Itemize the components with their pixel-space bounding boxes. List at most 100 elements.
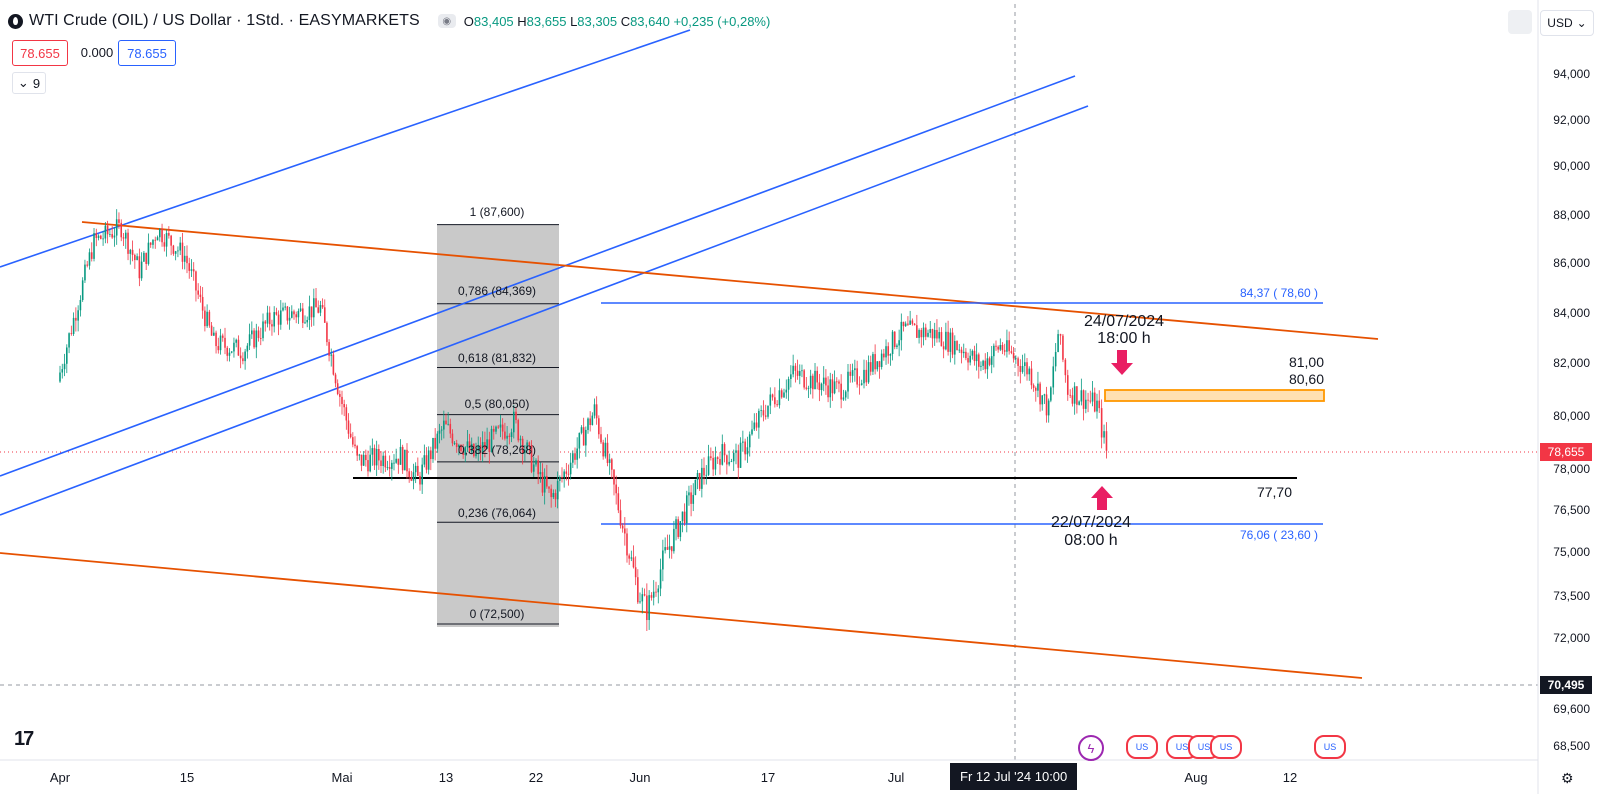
candle-body <box>732 452 735 462</box>
candle-body <box>63 363 66 370</box>
candle-body <box>391 462 393 469</box>
candle-body <box>851 370 854 376</box>
candle-body <box>546 476 548 487</box>
y-tick-label: 73,500 <box>1553 589 1590 603</box>
y-tick-label: 68,500 <box>1553 739 1590 753</box>
candle-body <box>1096 400 1098 412</box>
candle-body <box>86 264 89 266</box>
candle-body <box>497 426 500 428</box>
candle-body <box>528 442 531 446</box>
candle-body <box>965 351 967 359</box>
candle-body <box>275 312 278 315</box>
candle-body <box>436 433 439 449</box>
candle-body <box>962 351 965 354</box>
lower-orange-trendline[interactable] <box>0 552 1363 679</box>
candle-body <box>869 362 872 372</box>
price-axis[interactable]: 94,000 92,000 90,000 88,000 86,000 84,000 82,0… <box>1553 67 1590 753</box>
candle-body <box>349 433 352 438</box>
candle-body <box>710 456 712 458</box>
candle-body <box>308 306 311 320</box>
candle-body <box>190 269 193 271</box>
candle-body <box>154 239 157 241</box>
y-tick-label: 90,000 <box>1553 159 1590 173</box>
eye-icon[interactable]: ◉ <box>437 14 456 28</box>
middle-blue-trendline[interactable] <box>0 75 1076 477</box>
target-zone[interactable] <box>1104 389 1325 402</box>
fib-label-0: 0 (72,500) <box>470 607 525 621</box>
us-flag-event-icon[interactable]: US <box>1314 735 1346 759</box>
candle-body <box>293 311 295 315</box>
candle-body <box>464 447 467 456</box>
upper-blue-trendline[interactable] <box>0 29 691 268</box>
y-tick-label: 69,600 <box>1553 702 1590 716</box>
candle-body <box>410 477 413 481</box>
candle-body <box>619 510 622 526</box>
y-tick-label: 82,000 <box>1553 356 1590 370</box>
candle-body <box>458 444 460 448</box>
candle-body <box>356 446 358 456</box>
candle-body <box>181 242 184 262</box>
candle-body <box>206 311 208 327</box>
candle-body <box>242 358 244 362</box>
candle-body <box>956 341 958 351</box>
candle-body <box>856 368 858 385</box>
candle-body <box>652 591 655 598</box>
candle-body <box>1093 392 1096 412</box>
upper-orange-trendline[interactable] <box>81 221 1379 340</box>
candle-body <box>326 322 328 343</box>
candle-body <box>567 473 570 475</box>
candle-body <box>988 358 991 365</box>
candle-body <box>524 449 526 454</box>
lightning-event-icon[interactable]: ϟ <box>1078 735 1104 761</box>
candle-body <box>226 347 229 356</box>
candle-body <box>936 329 938 339</box>
candle-body <box>999 344 1002 350</box>
level-label-84-37: 84,37 ( 78,60 ) <box>1240 286 1318 300</box>
candle-body <box>829 379 832 398</box>
candle-body <box>578 432 581 449</box>
currency-select[interactable]: USD ⌄ <box>1540 10 1594 36</box>
candle-body <box>688 492 690 496</box>
candle-body <box>131 249 134 255</box>
candle-body <box>924 327 927 337</box>
candle-body <box>262 321 264 339</box>
sell-button[interactable]: 78.655 <box>12 40 68 66</box>
candle-body <box>111 234 113 238</box>
candle-body <box>1026 362 1028 375</box>
candle-body <box>183 255 186 262</box>
symbol-title[interactable]: WTI Crude (OIL) / US Dollar · 1Std. · EA… <box>29 12 420 29</box>
chevron-down-icon: ⌄ <box>17 75 29 90</box>
candle-body <box>259 338 262 339</box>
candle-body <box>664 547 666 551</box>
candle-body <box>1078 401 1080 405</box>
candle-body <box>102 238 104 240</box>
candle-body <box>920 330 923 338</box>
indicators-toggle[interactable]: ⌄ 9 <box>12 72 46 94</box>
us-flag-event-icon[interactable]: US <box>1126 735 1158 759</box>
candle-body <box>945 331 947 350</box>
lower-blue-trendline[interactable] <box>0 105 1089 516</box>
candle-body <box>958 349 961 351</box>
candle-body <box>539 472 542 475</box>
candle-body <box>825 377 827 386</box>
us-flag-event-icon[interactable]: US <box>1210 735 1242 759</box>
candle-body <box>812 375 814 390</box>
candle-body <box>1076 386 1078 405</box>
camera-icon[interactable] <box>1508 10 1532 34</box>
candle-body <box>399 446 402 465</box>
crosshair-time-badge: Fr 12 Jul '24 10:00 <box>950 763 1078 790</box>
candle-body <box>273 312 275 327</box>
candle-body <box>1023 362 1026 367</box>
candle-body <box>849 371 852 376</box>
candle-body <box>109 234 111 235</box>
candle-body <box>690 492 692 504</box>
buy-button[interactable]: 78.655 <box>118 40 176 66</box>
candle-body <box>378 448 380 461</box>
gear-icon[interactable]: ⚙ <box>1561 770 1574 786</box>
tradingview-logo[interactable]: 17 <box>14 728 34 750</box>
candle-body <box>600 434 602 443</box>
symbol-legend[interactable]: WTI Crude (OIL) / US Dollar · 1Std. · EA… <box>8 9 770 33</box>
candle-body <box>90 252 93 259</box>
zone-label-lower: 80,60 <box>1289 371 1324 387</box>
